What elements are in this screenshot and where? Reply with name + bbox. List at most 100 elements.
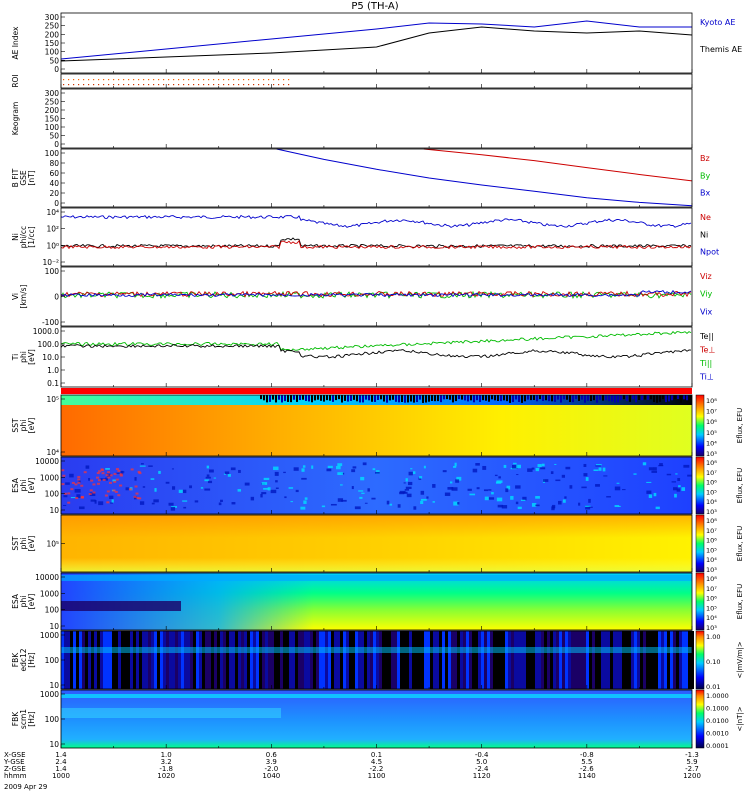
colorbar-tick-label: 10⁴ [706,556,717,564]
esa1-speckle [119,484,123,487]
esa1-speckle [351,469,356,473]
esa1-speckle [182,489,187,494]
fbk1-stripe [619,631,622,689]
esa1-speckle [97,482,101,485]
roi-mark [168,79,170,81]
sst1-stripe [431,395,433,402]
sst1-stripe [638,395,640,400]
colorbar-tick-label: 10⁷ [706,527,717,535]
fbk1-stripe [448,631,451,689]
esa1-speckle [150,478,155,480]
esa1-speckle [206,465,210,469]
fbk1-stripe [508,631,511,689]
esa1-speckle [138,497,142,500]
fbk1-stripe [142,631,145,689]
sst1-stripe [284,395,286,402]
fbk1-stripe [334,631,337,689]
fbk1-stripe [457,631,460,689]
sst1-stripe [653,395,655,403]
esa1-speckle [204,488,211,491]
esa1-speckle [408,481,413,486]
esa1-speckle [360,476,365,481]
roi-mark [283,79,285,81]
fbk1-stripe [358,631,361,689]
esa1-speckle [106,501,110,504]
esa2-band [61,575,692,581]
sst1-stripe [620,395,622,401]
colorbar-tick-label: 10⁸ [706,397,717,405]
fbk1-stripe [436,631,439,689]
sst1-stripe [482,395,484,401]
y-tick-label: 100 [45,490,60,499]
fbk1-stripe [262,631,265,689]
y-tick-label: 300 [45,89,60,98]
fbk1-stripe [547,631,550,689]
y-axis-label: phi/cc [19,226,28,248]
roi-mark [223,84,225,86]
esa1-speckle [550,471,554,475]
esa1-speckle [456,476,462,481]
roi-mark [278,79,280,81]
y-tick-label: 10000 [35,573,59,582]
roi-mark [188,84,190,86]
esa1-speckle [340,484,343,486]
sst1-stripe [650,395,652,400]
esa1-speckle [138,472,142,475]
esa1-speckle [109,495,114,499]
fbk1-stripe [343,631,346,689]
esa1-speckle [336,465,341,470]
esa1-speckle [588,506,593,508]
x-axis-value: -2.7 [685,765,699,773]
colorbar [695,514,705,573]
sst1-stripe [278,395,280,400]
y-axis-label: ROI [11,74,20,87]
fbk1-stripe [100,631,103,689]
y-tick-label: 60 [49,169,59,178]
roi-mark [88,84,90,86]
y-axis-label: AE Index [11,26,20,59]
fbk1-stripe [121,631,124,689]
y-tick-label: 50 [49,56,59,65]
esa1-speckle [454,462,457,467]
sst1-stripe [365,395,367,400]
roi-mark [183,79,185,81]
esa1-speckle [139,501,145,505]
esa1-speckle [501,505,508,509]
esa1-speckle [303,500,307,504]
y-axis-label: [eV] [27,478,36,494]
esa1-speckle [585,505,591,510]
y-tick-label: 100 [45,267,60,276]
esa1-speckle [136,497,140,500]
roi-mark [158,79,160,81]
fbk1-stripe [535,631,538,689]
fbk1-stripe [391,631,394,689]
series-line-themis-ae [60,26,693,62]
fbk1-stripe [592,631,595,689]
roi-mark [268,79,270,81]
sst1-stripe [260,395,262,400]
y-tick-label: 1000.0 [33,327,59,336]
esa1-speckle [148,465,153,467]
sst1-stripe [587,395,589,401]
esa1-speckle [658,464,664,467]
legend-entry: Te⊥ [699,346,715,355]
fbk1-stripe [286,631,289,689]
y-tick-label: 1000 [40,631,59,640]
fbk1-stripe [541,631,544,689]
npot-trace [60,214,692,228]
esa1-speckle [569,485,573,489]
sst1-stripe [281,395,283,403]
colorbar-label: Eflux, EFU [736,408,744,443]
sst1-stripe [401,395,403,402]
fbk1-stripe [655,631,658,689]
roi-mark [73,79,75,81]
esa1-spectrogram [61,457,692,514]
esa1-speckle [337,498,344,502]
y-tick-label: 0 [54,199,59,208]
esa1-speckle [405,486,412,489]
roi-mark [83,79,85,81]
fbk1-stripe [232,631,235,689]
esa1-speckle [676,488,681,492]
sst1-stripe [290,395,292,403]
